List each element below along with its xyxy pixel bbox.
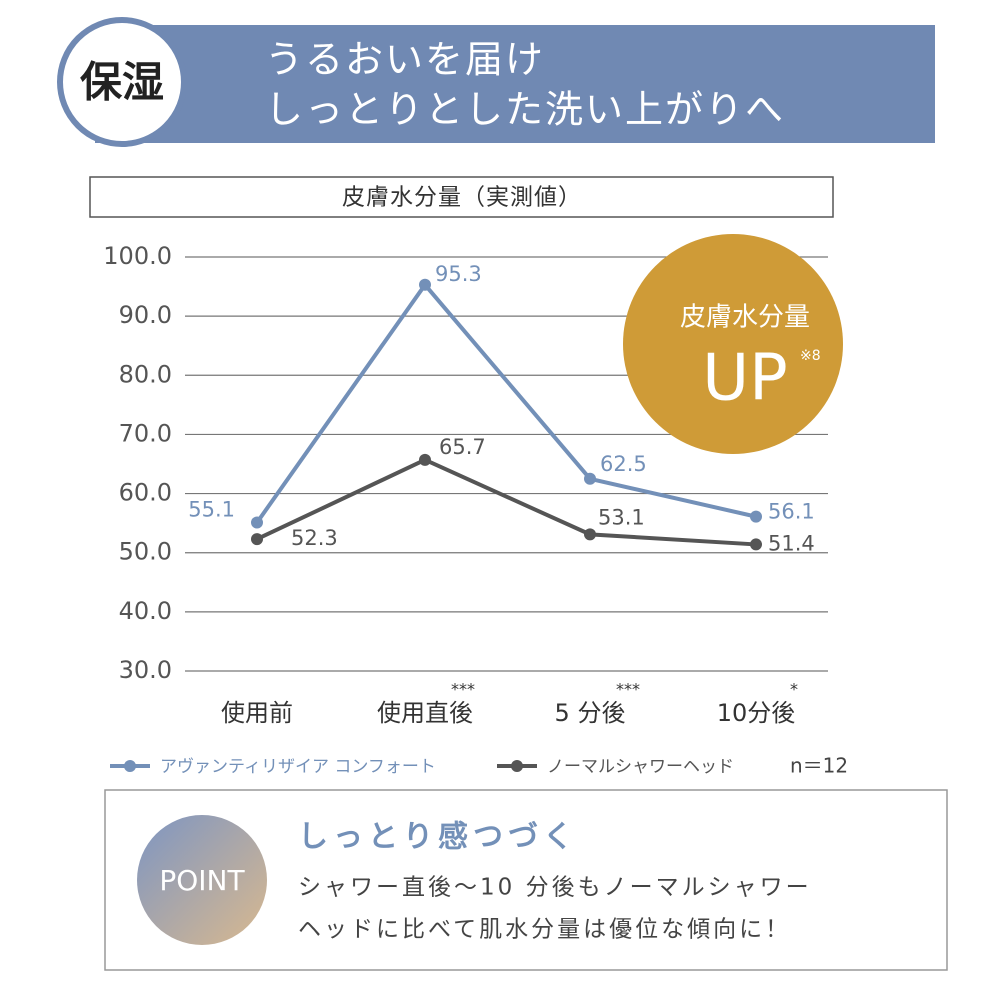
y-tick-label: 50.0	[119, 538, 172, 566]
data-label: 51.4	[768, 531, 815, 555]
data-point	[584, 472, 596, 485]
data-point	[584, 528, 596, 541]
legend-label: ノーマルシャワーヘッド	[547, 757, 734, 777]
y-tick-label: 90.0	[119, 301, 172, 329]
significance: ***	[451, 680, 475, 699]
data-label: 65.7	[439, 435, 486, 459]
chart-title: 皮膚水分量（実測値）	[342, 185, 582, 211]
header-band	[95, 25, 935, 143]
title-box	[89, 176, 834, 218]
data-point	[251, 533, 263, 546]
series-line	[255, 281, 757, 524]
data-label: 95.3	[435, 262, 482, 286]
significance: *	[790, 680, 798, 699]
badge-note: ※8	[800, 348, 821, 364]
badge-circle	[623, 234, 843, 454]
data-point	[750, 538, 762, 551]
y-tick-label: 80.0	[119, 360, 172, 388]
sample-size: n＝12	[790, 754, 848, 778]
badge-text: 皮膚水分量	[680, 303, 810, 333]
legend-label: アヴァンティリザイア コンフォート	[160, 757, 436, 777]
data-label: 62.5	[600, 452, 647, 476]
header-circle	[57, 17, 187, 147]
data-label: 55.1	[188, 498, 235, 522]
data-label: 52.3	[291, 526, 338, 550]
data-point	[419, 453, 431, 466]
y-tick-label: 60.0	[119, 479, 172, 507]
point-circle	[137, 815, 267, 945]
point-text: シャワー直後〜10 分後もノーマルシャワー	[298, 875, 812, 901]
data-point	[419, 278, 431, 291]
y-tick-label: 40.0	[119, 597, 172, 625]
point-heading: しっとり感つづく	[298, 820, 578, 855]
data-point	[251, 516, 263, 529]
header-badge: 保湿	[80, 58, 164, 107]
legend-dot	[124, 760, 136, 772]
x-tick-label: 使用前	[221, 699, 293, 727]
header-title: しっとりとした洗い上がりへ	[265, 88, 785, 132]
x-tick-label: 使用直後	[377, 699, 473, 727]
point-text: ヘッドに比べて肌水分量は優位な傾向に！	[298, 917, 791, 943]
series-line	[256, 457, 757, 547]
data-label: 53.1	[598, 505, 645, 529]
x-tick-label: 5 分後	[555, 699, 626, 727]
significance: ***	[616, 680, 640, 699]
x-tick-label: 10分後	[717, 699, 796, 727]
y-tick-label: 30.0	[119, 656, 172, 684]
y-tick-label: 100.0	[103, 242, 172, 270]
point-badge: POINT	[159, 864, 245, 897]
y-tick-label: 70.0	[119, 419, 172, 447]
badge-big: UP	[702, 342, 787, 416]
legend-dot	[511, 760, 523, 772]
data-point	[750, 510, 762, 523]
header-title: うるおいを届け	[265, 38, 545, 82]
data-label: 56.1	[768, 500, 815, 524]
